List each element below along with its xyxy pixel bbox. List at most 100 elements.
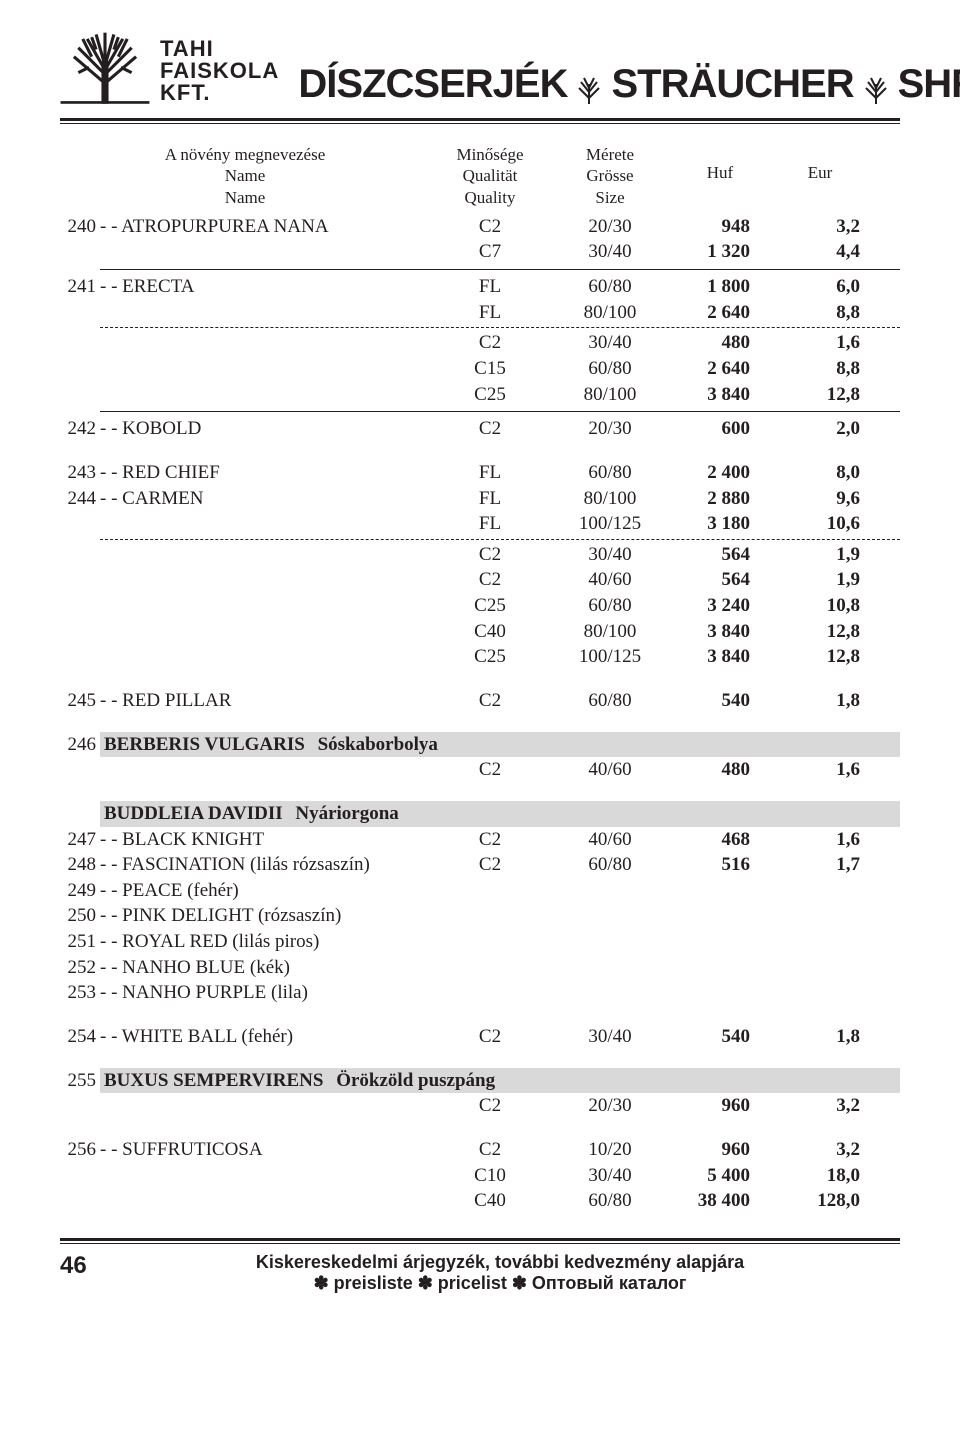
row-name [100,300,430,326]
row-eur: 8,0 [770,460,870,486]
col-huf: Huf [670,162,770,183]
row-quality: C2 [430,542,550,568]
row-eur: 12,8 [770,619,870,645]
bottom-rule [60,1238,900,1241]
price-table: 240- - ATROPURPUREA NANAC220/309483,2C73… [60,214,900,1214]
title-word: DÍSZCSERJÉK [298,62,567,107]
row-quality: C2 [430,852,550,878]
table-row: C230/405641,9 [60,542,900,568]
row-name [100,1188,430,1214]
row-huf [670,878,770,904]
row-quality: C25 [430,382,550,408]
table-row: 250- - PINK DELIGHT (rózsaszín) [60,903,900,929]
row-name: - - KOBOLD [100,416,430,442]
row-idx [60,300,100,326]
row-eur: 9,6 [770,486,870,512]
table-row: C2580/1003 84012,8 [60,382,900,408]
section-common: Nyáriorgona [283,803,399,824]
row-name [100,1093,430,1119]
row-eur: 18,0 [770,1163,870,1189]
footer-line1: Kiskereskedelmi árjegyzék, további kedve… [100,1252,900,1273]
row-name: - - SUFFRUTICOSA [100,1137,430,1163]
row-idx: 247 [60,827,100,853]
col-eur: Eur [770,162,870,183]
row-size [550,955,670,981]
row-huf: 564 [670,542,770,568]
row-idx: 243 [60,460,100,486]
table-row: 253- - NANHO PURPLE (lila) [60,980,900,1006]
row-huf: 516 [670,852,770,878]
page: TAHI FAISKOLA KFT. DÍSZCSERJÉK STRÄUCHER… [0,0,960,1400]
row-eur: 128,0 [770,1188,870,1214]
table-row: 244- - CARMENFL80/1002 8809,6 [60,486,900,512]
row-idx: 256 [60,1137,100,1163]
row-huf: 1 320 [670,239,770,265]
row-huf: 3 840 [670,644,770,670]
row-idx [60,567,100,593]
row-name: - - BLACK KNIGHT [100,827,430,853]
row-name: - - PINK DELIGHT (rózsaszín) [100,903,430,929]
row-name: - - PEACE (fehér) [100,878,430,904]
table-row: C25100/1253 84012,8 [60,644,900,670]
row-eur: 12,8 [770,382,870,408]
row-quality: C10 [430,1163,550,1189]
shrub-icon [860,69,892,101]
top-banner: TAHI FAISKOLA KFT. DÍSZCSERJÉK STRÄUCHER… [60,30,900,110]
row-quality: C2 [430,757,550,783]
row-size: 40/60 [550,827,670,853]
row-eur: 1,9 [770,567,870,593]
row-eur: 3,2 [770,1093,870,1119]
spacer [60,442,900,460]
row-idx [60,1188,100,1214]
table-row: C4080/1003 84012,8 [60,619,900,645]
spacer [60,714,900,732]
row-name: - - ATROPURPUREA NANA [100,214,430,240]
row-size: 80/100 [550,300,670,326]
row-idx [60,382,100,408]
row-eur: 1,9 [770,542,870,568]
row-huf: 540 [670,688,770,714]
section-header: 255BUXUS SEMPERVIRENS Örökzöld puszpáng [60,1068,900,1094]
row-quality: C2 [430,1024,550,1050]
row-name [100,567,430,593]
row-idx [60,757,100,783]
row-huf: 2 880 [670,486,770,512]
row-size: 30/40 [550,542,670,568]
logo-icon [60,30,150,110]
row-idx: 242 [60,416,100,442]
row-idx: 254 [60,1024,100,1050]
row-idx [60,356,100,382]
section-common: Sóskaborbolya [305,734,438,755]
row-eur: 1,7 [770,852,870,878]
section-latin: BERBERIS VULGARIS [104,734,305,755]
row-size: 80/100 [550,619,670,645]
row-huf: 960 [670,1137,770,1163]
top-rule [60,118,900,121]
row-size: 80/100 [550,486,670,512]
table-row: 251- - ROYAL RED (lilás piros) [60,929,900,955]
row-quality: C25 [430,644,550,670]
rule-dashed [100,539,900,540]
row-eur: 8,8 [770,300,870,326]
row-name: - - CARMEN [100,486,430,512]
table-row: C730/401 3204,4 [60,239,900,265]
section-header: BUDDLEIA DAVIDII Nyáriorgona [60,801,900,827]
row-size: 60/80 [550,460,670,486]
row-name [100,619,430,645]
section-idx: 246 [60,732,100,758]
row-quality: C2 [430,416,550,442]
row-size: 60/80 [550,593,670,619]
row-quality: C2 [430,330,550,356]
row-huf: 3 840 [670,382,770,408]
top-rule-thin [60,123,900,124]
row-size: 30/40 [550,239,670,265]
section-idx [60,801,100,827]
row-name: - - FASCINATION (lilás rózsaszín) [100,852,430,878]
spacer [60,1050,900,1068]
row-size: 40/60 [550,567,670,593]
row-eur [770,878,870,904]
row-quality: FL [430,460,550,486]
row-eur: 3,2 [770,1137,870,1163]
row-quality: C40 [430,1188,550,1214]
row-eur: 12,8 [770,644,870,670]
